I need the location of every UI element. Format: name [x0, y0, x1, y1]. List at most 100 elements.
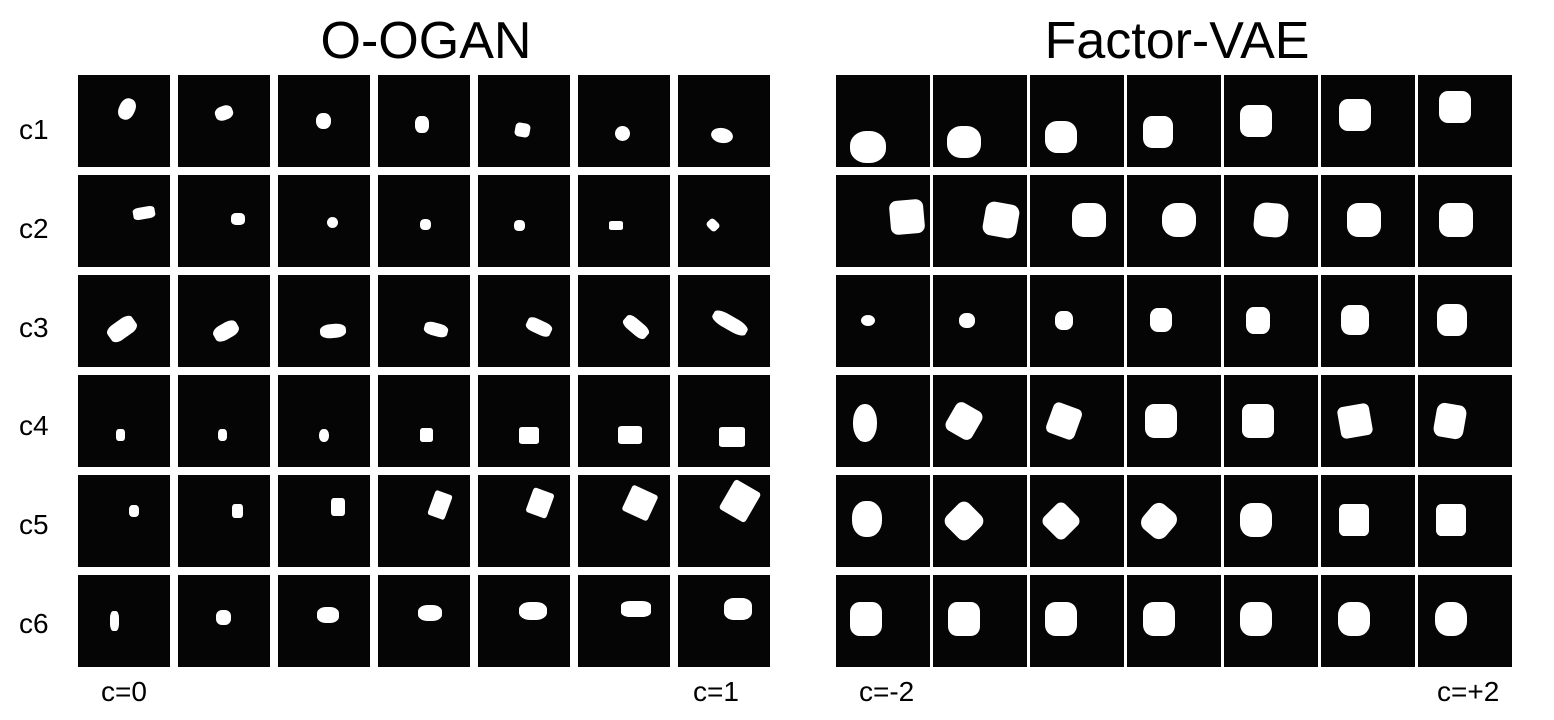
factor-vae-cell-r4-c4 [1127, 375, 1221, 467]
o-ogan-cell-r5-c2 [178, 475, 270, 567]
factor-vae-cell-r1-c7 [1418, 75, 1512, 167]
o-ogan-cell-r4-c3 [278, 375, 370, 467]
o-ogan-shape-r4-c4 [419, 428, 433, 442]
o-ogan-cell-r5-c6 [578, 475, 670, 567]
factor-vae-cell-r6-c1 [836, 575, 930, 667]
o-ogan-shape-r1-c6 [614, 125, 630, 141]
o-ogan-cell-r1-c1 [78, 75, 170, 167]
factor-vae-cell-r2-c3 [1030, 175, 1124, 267]
o-ogan-cell-r3-c7 [678, 275, 770, 367]
o-ogan-shape-r1-c3 [315, 113, 331, 129]
factor-vae-shape-r6-c7 [1435, 602, 1467, 636]
o-ogan-shape-r5-c4 [427, 489, 453, 521]
o-ogan-shape-r1-c7 [709, 125, 735, 145]
o-ogan-shape-r6-c7 [724, 598, 752, 620]
factor-vae-cell-r2-c1 [836, 175, 930, 267]
factor-vae-shape-r5-c5 [1240, 503, 1272, 537]
o-ogan-cell-r2-c6 [578, 175, 670, 267]
o-ogan-cell-r3-c5 [478, 275, 570, 367]
o-ogan-cell-r2-c3 [278, 175, 370, 267]
o-ogan-cell-r4-c6 [578, 375, 670, 467]
factor-vae-shape-r1-c5 [1240, 105, 1272, 137]
o-ogan-cell-r4-c1 [78, 375, 170, 467]
factor-vae-cell-r6-c7 [1418, 575, 1512, 667]
o-ogan-cell-r6-c7 [678, 575, 770, 667]
o-ogan-cell-r3-c4 [378, 275, 470, 367]
o-ogan-cell-r2-c4 [378, 175, 470, 267]
factor-vae-cell-r2-c4 [1127, 175, 1221, 267]
o-ogan-shape-r6-c1 [109, 611, 119, 631]
row-label-c5: c5 [19, 509, 49, 540]
o-ogan-cell-r6-c4 [378, 575, 470, 667]
factor-vae-image-grid [836, 75, 1518, 667]
factor-vae-shape-r2-c7 [1439, 203, 1473, 237]
o-ogan-shape-r3-c5 [524, 315, 554, 339]
factor-vae-shape-r6-c6 [1338, 602, 1370, 636]
row-label-c1: c1 [19, 114, 49, 145]
factor-vae-shape-r2-c2 [981, 200, 1021, 240]
factor-vae-cell-r4-c5 [1224, 375, 1318, 467]
factor-vae-cell-r6-c5 [1224, 575, 1318, 667]
o-ogan-cell-r6-c1 [78, 575, 170, 667]
factor-vae-cell-r4-c6 [1321, 375, 1415, 467]
factor-vae-cell-r5-c7 [1418, 475, 1512, 567]
o-ogan-shape-r6-c6 [621, 601, 651, 617]
o-ogan-cell-r2-c2 [178, 175, 270, 267]
factor-vae-shape-r6-c2 [948, 602, 980, 636]
o-ogan-cell-r6-c2 [178, 575, 270, 667]
factor-vae-cell-r3-c3 [1030, 275, 1124, 367]
o-ogan-shape-r5-c6 [621, 484, 659, 522]
o-ogan-cell-r5-c1 [78, 475, 170, 567]
o-ogan-shape-r6-c5 [519, 602, 547, 620]
factor-vae-cell-r6-c2 [933, 575, 1027, 667]
o-ogan-shape-r5-c7 [718, 478, 762, 524]
o-ogan-image-grid [78, 75, 772, 667]
o-ogan-shape-r3-c7 [710, 307, 750, 339]
o-ogan-shape-r2-c4 [419, 218, 431, 230]
o-ogan-shape-r4-c3 [319, 428, 329, 442]
row-label-c3: c3 [19, 312, 49, 343]
factor-vae-shape-r1-c2 [947, 126, 981, 158]
factor-vae-left-axis-label: c=-2 [859, 676, 915, 707]
o-ogan-shape-r1-c5 [513, 121, 531, 139]
o-ogan-shape-r5-c2 [231, 504, 243, 518]
o-ogan-cell-r6-c6 [578, 575, 670, 667]
factor-vae-shape-r3-c5 [1246, 306, 1270, 334]
o-ogan-cell-r5-c3 [278, 475, 370, 567]
o-ogan-cell-r3-c6 [578, 275, 670, 367]
factor-vae-cell-r5-c4 [1127, 475, 1221, 567]
factor-vae-shape-r5-c4 [1137, 499, 1181, 543]
factor-vae-cell-r1-c5 [1224, 75, 1318, 167]
o-ogan-shape-r5-c3 [331, 498, 345, 516]
o-ogan-shape-r5-c5 [525, 487, 555, 519]
factor-vae-shape-r1-c1 [850, 131, 886, 163]
o-ogan-cell-r5-c4 [378, 475, 470, 567]
factor-vae-cell-r5-c3 [1030, 475, 1124, 567]
factor-vae-shape-r4-c2 [943, 399, 985, 443]
o-ogan-shape-r4-c5 [519, 426, 539, 444]
factor-vae-shape-r4-c5 [1242, 404, 1274, 438]
factor-vae-cell-r6-c3 [1030, 575, 1124, 667]
factor-vae-cell-r4-c3 [1030, 375, 1124, 467]
factor-vae-shape-r6-c5 [1240, 602, 1272, 636]
factor-vae-shape-r3-c4 [1150, 308, 1172, 332]
panel-title-o-ogan: O-OGAN [320, 12, 532, 70]
factor-vae-shape-r6-c3 [1045, 602, 1077, 636]
factor-vae-shape-r4-c4 [1145, 404, 1177, 438]
factor-vae-cell-r1-c1 [836, 75, 930, 167]
o-ogan-left-axis-label: c=0 [101, 676, 147, 707]
o-ogan-cell-r2-c5 [478, 175, 570, 267]
row-label-c4: c4 [19, 410, 49, 441]
factor-vae-cell-r5-c1 [836, 475, 930, 567]
factor-vae-cell-r2-c2 [933, 175, 1027, 267]
o-ogan-shape-r6-c2 [215, 609, 231, 625]
factor-vae-cell-r5-c5 [1224, 475, 1318, 567]
o-ogan-cell-r6-c3 [278, 575, 370, 667]
factor-vae-shape-r2-c3 [1072, 203, 1106, 237]
o-ogan-shape-r5-c1 [129, 505, 139, 517]
factor-vae-shape-r6-c4 [1143, 602, 1175, 636]
o-ogan-cell-r1-c6 [578, 75, 670, 167]
factor-vae-shape-r5-c3 [1039, 499, 1083, 543]
factor-vae-cell-r3-c4 [1127, 275, 1221, 367]
factor-vae-shape-r1-c4 [1143, 116, 1173, 148]
